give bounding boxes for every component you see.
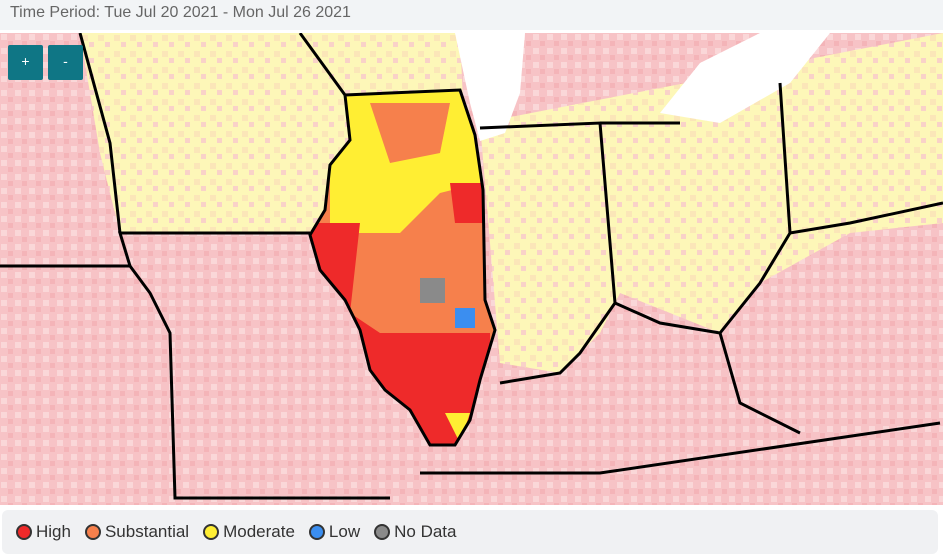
lake-erie	[660, 33, 830, 123]
legend-item: Substantial	[84, 522, 190, 542]
legend-label: Substantial	[104, 522, 190, 541]
legend-label: No Data	[394, 522, 457, 541]
legend-label: Low	[328, 522, 361, 541]
legend-swatch	[203, 524, 220, 540]
legend-item: Moderate	[203, 522, 295, 542]
legend-item: Low	[308, 522, 361, 542]
state-borders	[0, 33, 943, 500]
region-moderate	[480, 33, 943, 373]
legend: High Substantial Moderate Low No Data	[2, 510, 938, 554]
legend-label: High	[36, 522, 71, 541]
legend-swatch	[374, 524, 391, 540]
legend-item: High	[16, 522, 71, 542]
zoom-in[interactable]: +	[8, 45, 43, 80]
zoom-out[interactable]: -	[48, 45, 83, 80]
legend-item: No Data	[374, 522, 456, 542]
map	[0, 33, 943, 505]
legend-swatch	[308, 524, 325, 540]
legend-swatch	[16, 524, 32, 540]
legend-swatch	[84, 524, 101, 540]
lake-michigan	[455, 33, 525, 141]
time-period: Time Period: Tue Jul 20 2021 - Mon Jul 2…	[0, 0, 943, 30]
legend-label: Moderate	[223, 522, 295, 541]
